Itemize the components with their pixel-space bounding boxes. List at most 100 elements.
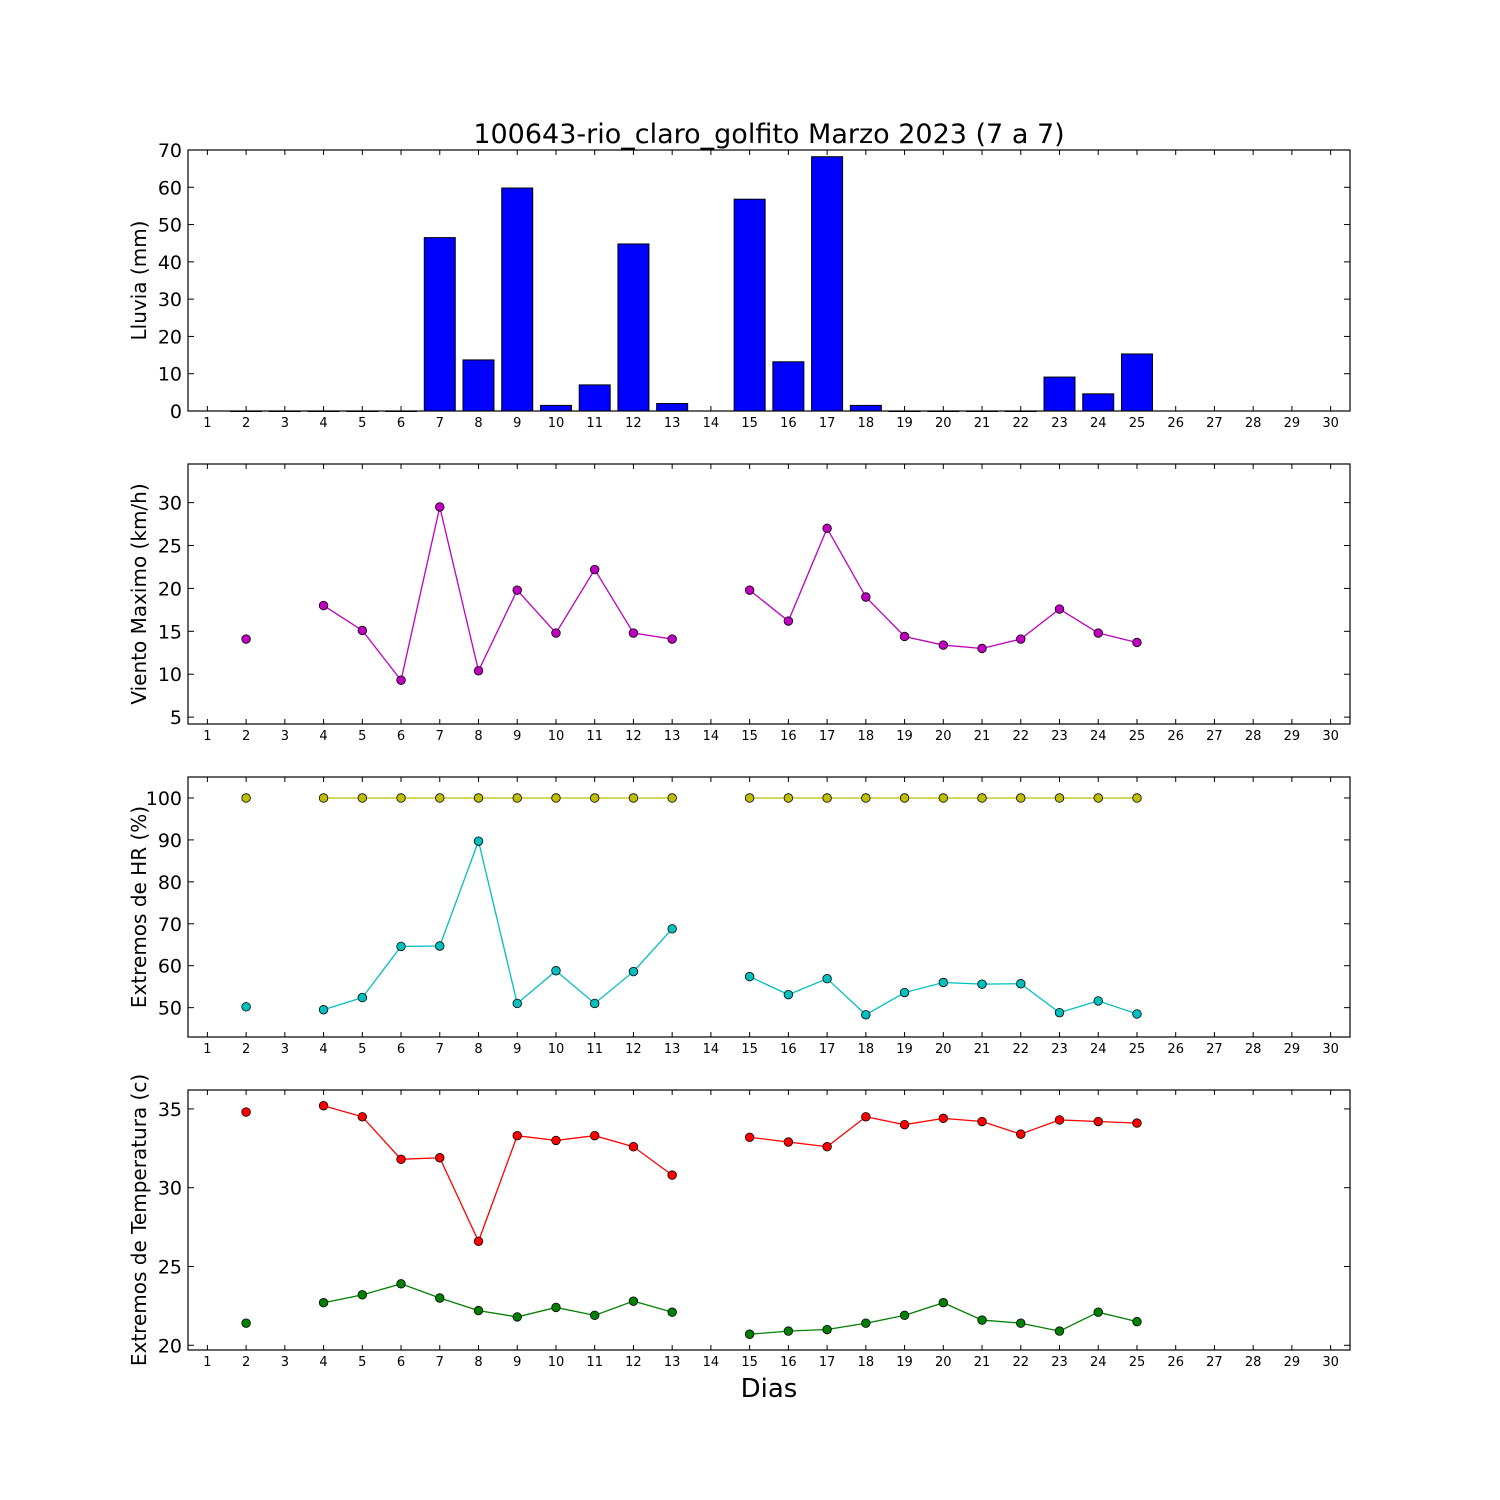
y-tick-label: 70: [158, 914, 182, 936]
chart-title: 100643-rio_claro_golfito Marzo 2023 (7 a…: [473, 119, 1064, 150]
data-point: [357, 793, 368, 803]
y-tick-label: 20: [158, 1335, 182, 1357]
data-point: [435, 1153, 445, 1163]
x-tick-label: 1: [203, 1042, 211, 1057]
bar: [423, 237, 456, 412]
x-tick-label: 10: [548, 416, 565, 431]
data-point: [783, 1137, 794, 1147]
data-point: [435, 941, 445, 951]
x-tick-label: 1: [203, 1355, 211, 1370]
y-tick-label: 5: [170, 707, 182, 729]
data-point: [1054, 604, 1065, 614]
x-tick-label: 19: [896, 1355, 913, 1370]
x-tick-label: 20: [935, 1355, 952, 1370]
data-point: [318, 1298, 329, 1308]
x-tick-label: 30: [1322, 1355, 1339, 1370]
data-point: [473, 793, 484, 803]
x-tick-label: 29: [1284, 1355, 1301, 1370]
bar: [539, 404, 572, 412]
data-point: [512, 585, 522, 595]
x-tick-label: 14: [703, 1355, 720, 1370]
x-tick-label: 5: [358, 1355, 366, 1370]
data-point: [590, 1310, 600, 1321]
data-point: [241, 1318, 251, 1328]
x-tick-label: 28: [1245, 1355, 1262, 1370]
x-tick-label: 7: [436, 416, 444, 431]
x-tick-label: 11: [586, 1355, 603, 1370]
data-point: [1054, 1115, 1065, 1125]
x-tick-label: 13: [664, 1042, 681, 1057]
data-point: [977, 1116, 987, 1127]
x-tick-label: 10: [548, 729, 565, 744]
x-tick-label: 11: [586, 416, 603, 431]
x-tick-label: 18: [858, 416, 875, 431]
data-point: [822, 974, 832, 984]
data-point: [357, 1290, 368, 1300]
data-point: [590, 564, 600, 575]
x-tick-label: 9: [513, 416, 521, 431]
x-tick-label: 5: [358, 729, 366, 744]
y-axis-label: Extremos de Temperatura (c): [127, 1074, 151, 1366]
x-tick-label: 29: [1284, 1042, 1301, 1057]
y-tick-label: 60: [158, 956, 182, 978]
data-point: [318, 1005, 329, 1015]
data-point: [667, 793, 677, 803]
data-point: [551, 1302, 561, 1313]
data-point: [938, 793, 949, 803]
y-axis-label: Extremos de HR (%): [127, 806, 151, 1008]
x-tick-label: 4: [319, 729, 327, 744]
x-tick-label: 3: [281, 1042, 289, 1057]
x-tick-label: 4: [319, 416, 327, 431]
data-point: [396, 1154, 406, 1165]
data-point: [357, 992, 368, 1003]
x-tick-label: 25: [1129, 1355, 1146, 1370]
data-point: [435, 1293, 445, 1303]
data-point: [783, 793, 794, 803]
x-tick-label: 9: [513, 1355, 521, 1370]
y-tick-label: 50: [158, 998, 182, 1020]
x-tick-label: 4: [319, 1042, 327, 1057]
data-point: [938, 1113, 949, 1124]
y-tick-label: 25: [158, 1256, 182, 1278]
x-tick-label: 16: [780, 416, 797, 431]
y-tick-label: 40: [158, 252, 182, 274]
x-tick-label: 28: [1245, 729, 1262, 744]
y-tick-label: 80: [158, 872, 182, 894]
x-tick-label: 23: [1051, 1042, 1068, 1057]
data-point: [396, 793, 406, 803]
x-tick-label: 17: [819, 729, 836, 744]
x-tick-label: 21: [974, 729, 991, 744]
x-tick-label: 7: [436, 1042, 444, 1057]
data-point: [512, 793, 522, 803]
x-tick-label: 14: [703, 1042, 720, 1057]
data-point: [1132, 793, 1142, 803]
data-point: [241, 1107, 251, 1117]
data-point: [667, 634, 677, 644]
x-tick-label: 5: [358, 416, 366, 431]
x-tick-label: 3: [281, 416, 289, 431]
data-point: [473, 1305, 484, 1316]
data-point: [1132, 1009, 1142, 1019]
x-tick-label: 24: [1090, 416, 1107, 431]
y-tick-label: 10: [158, 364, 182, 386]
x-tick-label: 24: [1090, 1042, 1107, 1057]
data-point: [435, 502, 445, 512]
x-tick-label: 6: [397, 729, 405, 744]
data-point: [899, 793, 910, 803]
data-point: [977, 979, 987, 989]
data-point: [861, 1010, 871, 1020]
x-tick-label: 7: [436, 1355, 444, 1370]
x-tick-label: 13: [664, 729, 681, 744]
x-tick-label: 24: [1090, 1355, 1107, 1370]
data-point: [512, 1312, 522, 1322]
data-point: [318, 1101, 329, 1111]
x-tick-label: 18: [858, 729, 875, 744]
data-point: [357, 625, 368, 636]
bar: [462, 359, 495, 412]
data-point: [1054, 1326, 1065, 1336]
data-point: [744, 971, 755, 982]
x-tick-label: 16: [780, 1355, 797, 1370]
data-point: [667, 924, 677, 934]
data-point: [938, 1298, 949, 1308]
